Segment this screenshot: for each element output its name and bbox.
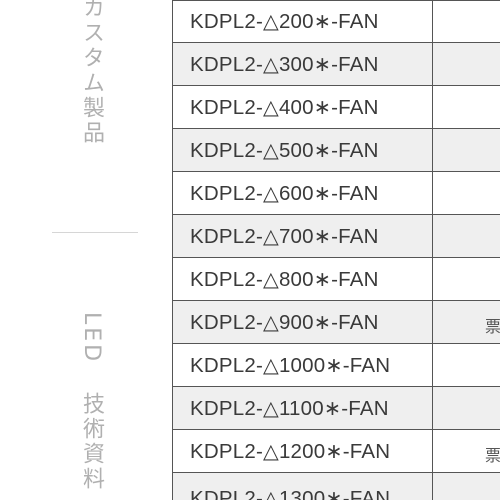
table-row: KDPL2-△900∗-FAN 票: [172, 301, 500, 344]
table-row: KDPL2-△1200∗-FAN 票: [172, 430, 500, 473]
model-table: KDPL2-△200∗-FAN KDPL2-△300∗-FAN KDPL2-△4…: [172, 0, 500, 500]
extra-cell: [433, 387, 500, 429]
model-cell: KDPL2-△500∗-FAN: [172, 129, 433, 171]
extra-cell: [433, 86, 500, 128]
category-label-led-technical: LED 技術資料: [79, 312, 104, 493]
table-row: KDPL2-△500∗-FAN: [172, 129, 500, 172]
model-cell: KDPL2-△400∗-FAN: [172, 86, 433, 128]
table-row: KDPL2-△200∗-FAN: [172, 1, 500, 43]
extra-cell: [433, 172, 500, 214]
table-row: KDPL2-△1100∗-FAN: [172, 387, 500, 430]
model-cell: KDPL2-△300∗-FAN: [172, 43, 433, 85]
model-cell: KDPL2-△1100∗-FAN: [172, 387, 433, 429]
extra-cell-text: 票: [485, 446, 500, 465]
category-label-led-text: LED: [79, 312, 104, 365]
model-cell: KDPL2-△700∗-FAN: [172, 215, 433, 257]
model-cell: KDPL2-△1000∗-FAN: [172, 344, 433, 386]
category-label-custom-products: カスタム製品: [79, 0, 104, 146]
model-cell: KDPL2-△1200∗-FAN: [172, 430, 433, 472]
model-cell: KDPL2-△200∗-FAN: [172, 1, 433, 42]
category-label-custom-products-text: カスタム製品: [79, 0, 104, 146]
extra-cell-text: 票: [485, 317, 500, 336]
extra-cell: 票: [433, 301, 500, 343]
model-cell: KDPL2-△600∗-FAN: [172, 172, 433, 214]
extra-cell: [433, 129, 500, 171]
extra-cell: 票: [433, 430, 500, 472]
extra-cell: [433, 473, 500, 500]
category-label-technical-text: 技術資料: [79, 392, 104, 493]
extra-cell: [433, 215, 500, 257]
sidebar-divider: [52, 232, 138, 233]
model-cell: KDPL2-△900∗-FAN: [172, 301, 433, 343]
extra-cell: [433, 344, 500, 386]
extra-cell: [433, 43, 500, 85]
table-row: KDPL2-△1000∗-FAN: [172, 344, 500, 387]
table-row: KDPL2-△700∗-FAN: [172, 215, 500, 258]
extra-cell: [433, 258, 500, 300]
extra-cell: [433, 1, 500, 42]
model-cell: KDPL2-△800∗-FAN: [172, 258, 433, 300]
table-row: KDPL2-△1300∗-FAN: [172, 473, 500, 500]
table-row: KDPL2-△300∗-FAN: [172, 43, 500, 86]
table-row: KDPL2-△600∗-FAN: [172, 172, 500, 215]
table-row: KDPL2-△400∗-FAN: [172, 86, 500, 129]
model-cell: KDPL2-△1300∗-FAN: [172, 473, 433, 500]
table-row: KDPL2-△800∗-FAN: [172, 258, 500, 301]
